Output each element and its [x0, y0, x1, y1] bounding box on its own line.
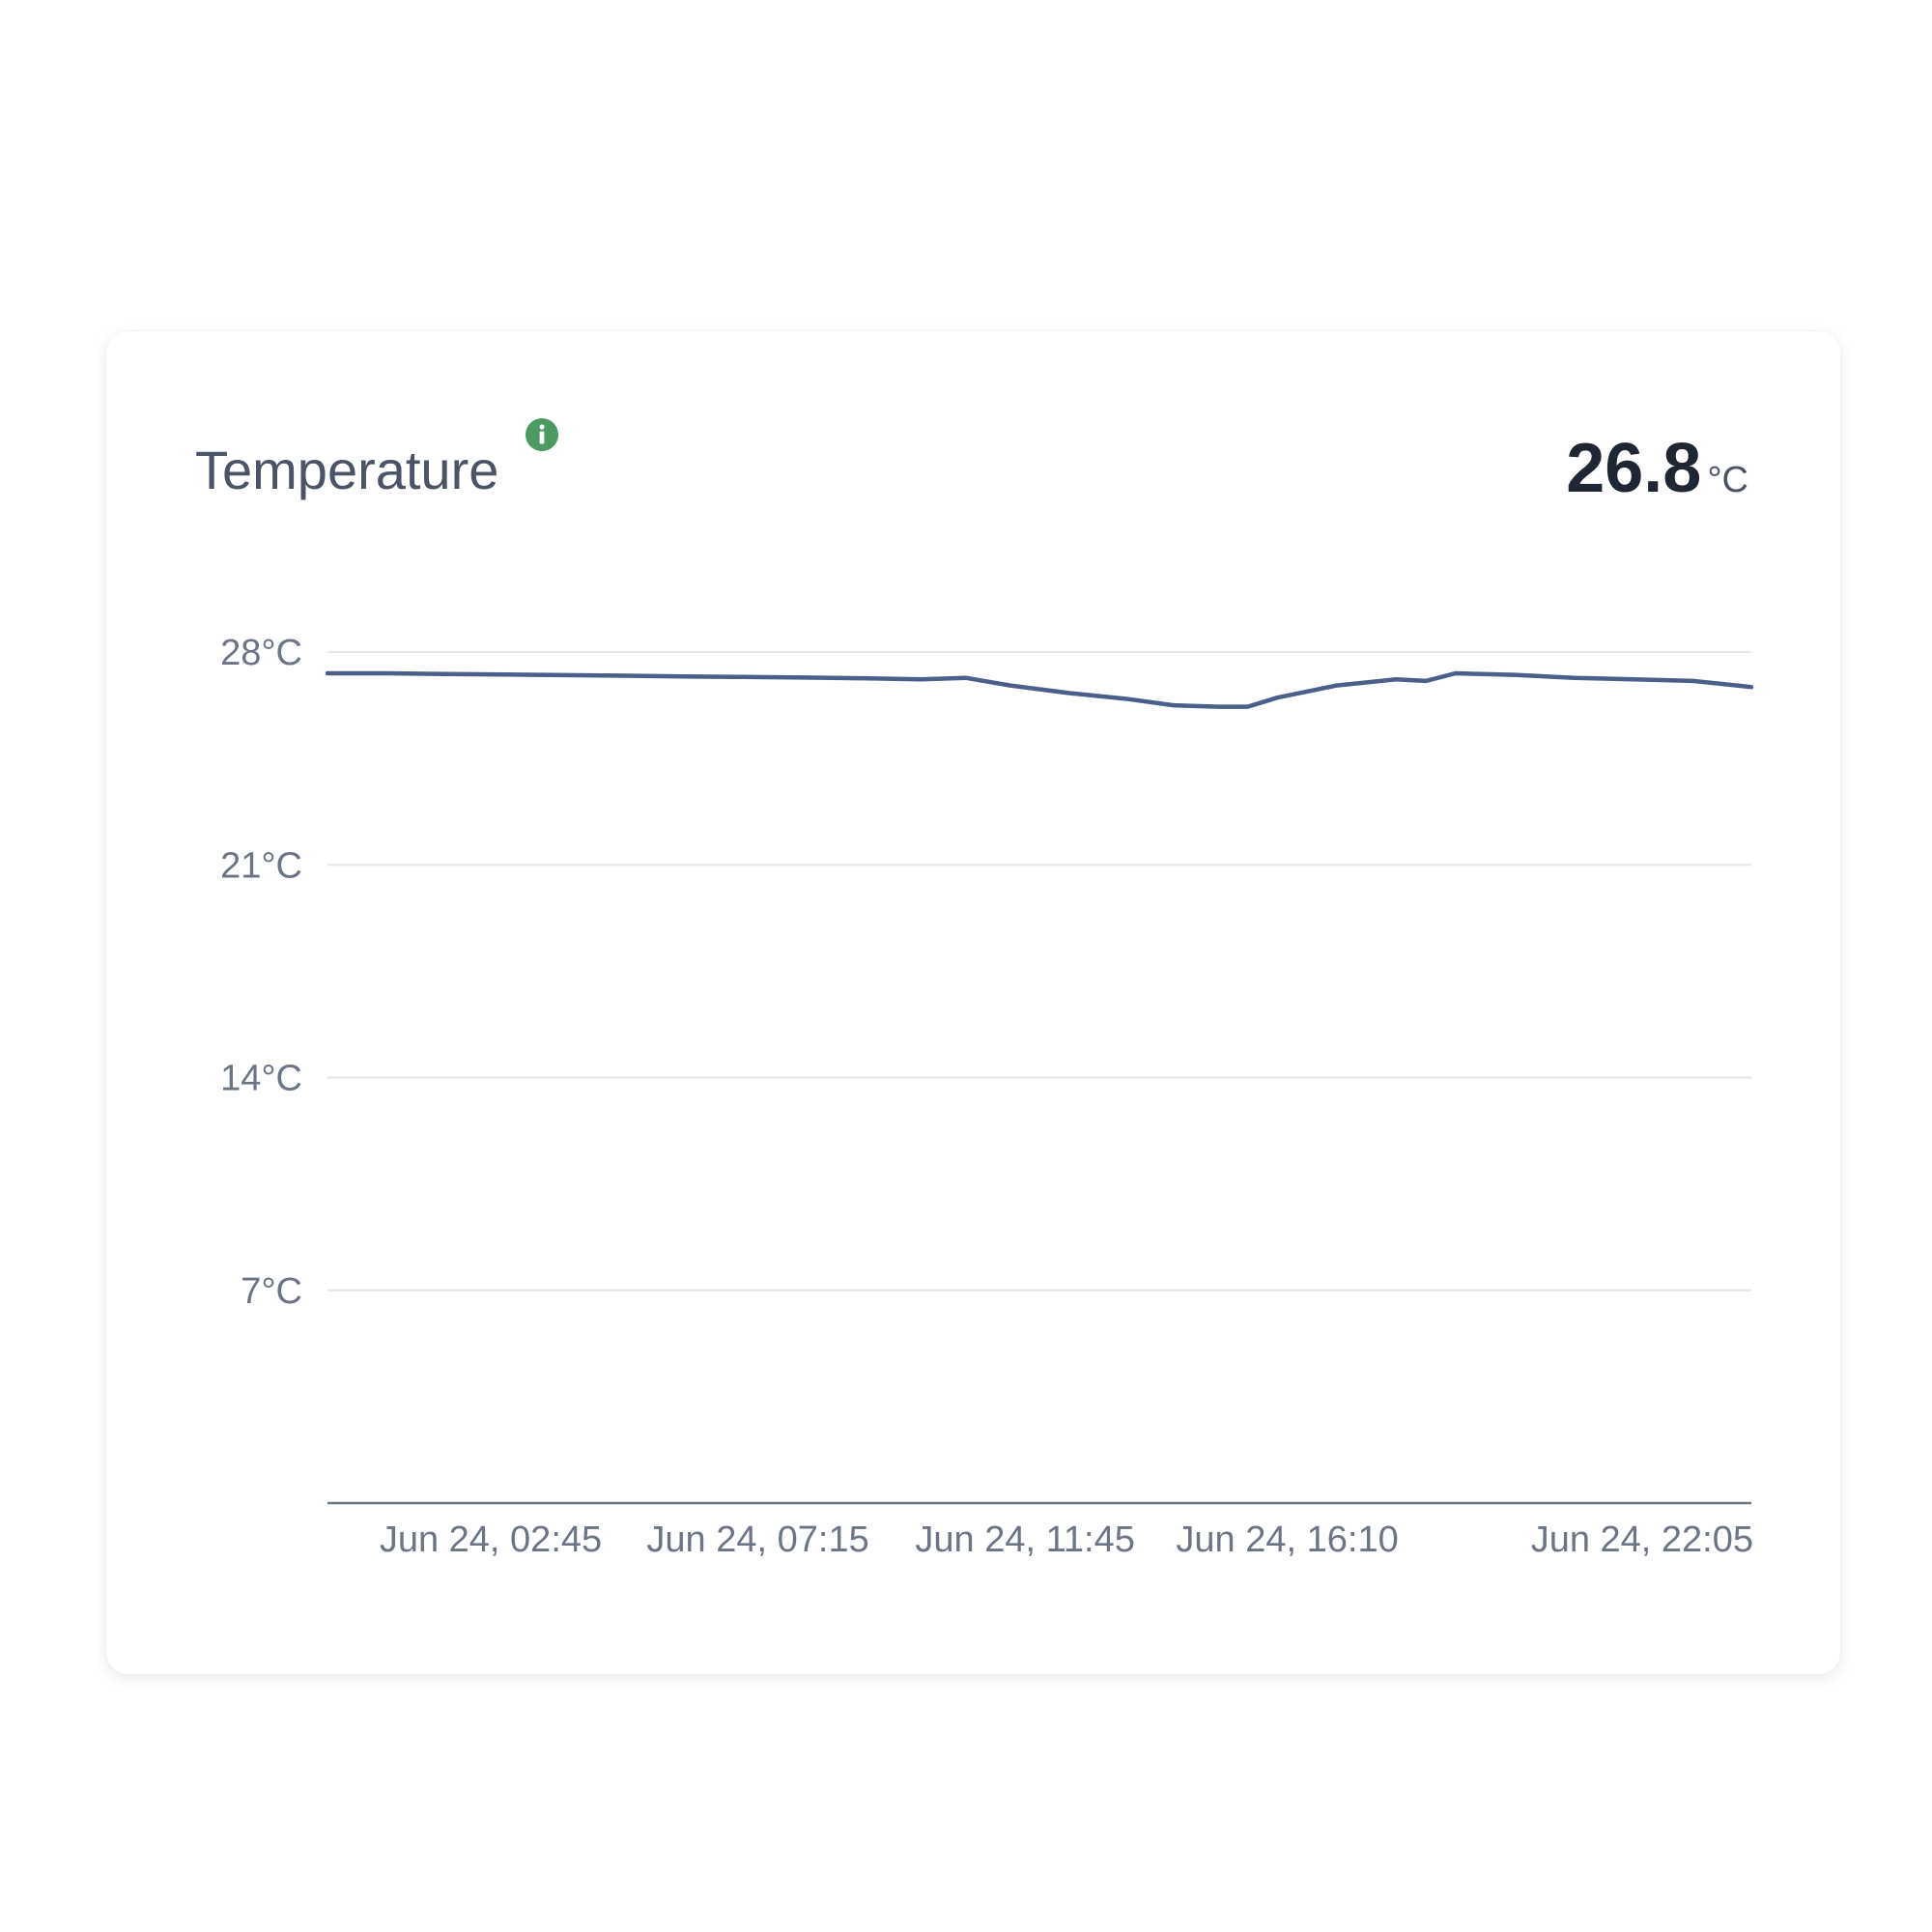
temperature-card: [106, 331, 1840, 1674]
current-value: 26.8: [1566, 430, 1702, 507]
info-icon[interactable]: [525, 417, 559, 452]
current-unit: °C: [1707, 460, 1748, 500]
card-title: Temperature: [195, 440, 499, 500]
current-reading: 26.8 °C: [1566, 430, 1748, 526]
